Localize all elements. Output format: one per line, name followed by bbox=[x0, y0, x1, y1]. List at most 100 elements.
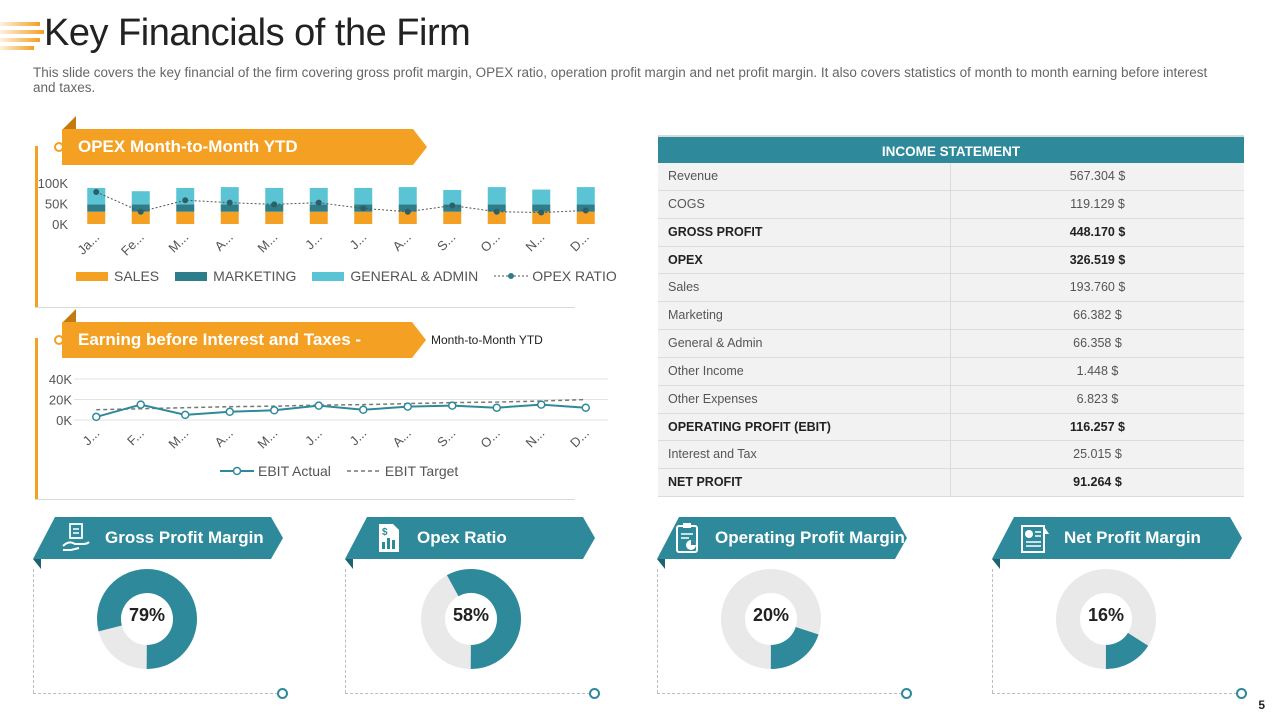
opex-x-tick: Fe... bbox=[118, 230, 147, 259]
legend-opex-ratio: OPEX RATIO bbox=[494, 268, 617, 284]
ebit-banner-dot bbox=[54, 335, 64, 345]
kpi-donut-value bbox=[421, 569, 521, 669]
kpi-banner-tab bbox=[345, 559, 353, 569]
kpi-percent: 79% bbox=[128, 605, 166, 625]
ebit-x-tick: D... bbox=[567, 426, 592, 451]
kpi-banner-tab bbox=[657, 559, 665, 569]
opex-x-tick: M... bbox=[254, 230, 280, 256]
ebit-banner-tab bbox=[62, 309, 76, 323]
kpi-donut bbox=[721, 569, 821, 669]
row-label: OPEX bbox=[658, 246, 951, 274]
ebit-actual-point bbox=[181, 410, 190, 420]
hand-money-icon bbox=[61, 522, 91, 554]
ebit-x-tick: N... bbox=[522, 426, 547, 451]
opex-banner-dot bbox=[54, 142, 64, 152]
opex-y-tick: 100K bbox=[38, 176, 69, 191]
ebit-legend: EBIT Actual EBIT Target bbox=[220, 463, 474, 479]
legend-ebit-target-label: EBIT Target bbox=[384, 463, 459, 479]
ebit-y-tick: 0K bbox=[56, 413, 72, 428]
kpi-card-operating-profit-margin: Operating Profit Margin 20% bbox=[657, 517, 917, 699]
opex-x-tick: A... bbox=[211, 230, 235, 254]
page-subtitle: This slide covers the key financial of t… bbox=[33, 65, 1208, 95]
opex-y-tick: 0K bbox=[52, 217, 68, 232]
dollar-chart-icon: $ bbox=[373, 522, 403, 554]
kpi-frame-horizontal bbox=[33, 693, 283, 694]
svg-text:$: $ bbox=[382, 527, 388, 538]
ebit-x-tick: M... bbox=[254, 426, 280, 452]
ebit-x-tick: O... bbox=[477, 426, 502, 451]
kpi-donut bbox=[1056, 569, 1156, 669]
kpi-donut bbox=[97, 569, 197, 669]
row-value: 116.257 $ bbox=[1070, 419, 1125, 434]
income-statement-row: GROSS PROFIT 448.170 $ bbox=[658, 218, 1244, 247]
ebit-x-tick: A... bbox=[389, 426, 413, 450]
ebit-actual-line bbox=[95, 403, 586, 418]
ebit-actual-point bbox=[92, 412, 101, 422]
kpi-card-gross-profit-margin: Gross Profit Margin 79% bbox=[33, 517, 293, 699]
opex-ratio-point bbox=[137, 208, 144, 215]
clipboard-chart-icon bbox=[673, 522, 703, 554]
ebit-banner: Earning before Interest and Taxes - bbox=[62, 322, 426, 358]
opex-bar-marketing bbox=[265, 204, 284, 212]
opex-bar-general-admin bbox=[220, 187, 239, 205]
presentation-icon bbox=[1020, 522, 1050, 554]
income-statement-rows: Revenue 567.304 $ COGS 119.129 $ GROSS PROFI… bbox=[658, 163, 1244, 498]
legend-general-admin-label: GENERAL & ADMIN bbox=[350, 268, 479, 284]
row-value: 193.760 $ bbox=[1069, 280, 1126, 295]
legend-ebit-target: EBIT Target bbox=[346, 463, 459, 479]
opex-bar-general-admin bbox=[265, 187, 284, 205]
ebit-actual-point bbox=[359, 405, 368, 414]
income-statement-row: Sales 193.760 $ bbox=[658, 274, 1244, 303]
opex-bar-sales bbox=[176, 211, 195, 224]
opex-ratio-point bbox=[582, 207, 589, 214]
opex-bar-sales bbox=[309, 211, 328, 224]
kpi-label: Gross Profit Margin bbox=[105, 528, 264, 547]
legend-sales-label: SALES bbox=[114, 268, 160, 284]
opex-x-tick: M... bbox=[165, 230, 191, 256]
kpi-frame-vertical bbox=[345, 569, 346, 693]
legend-marketing-label: MARKETING bbox=[213, 268, 297, 284]
opex-ratio-point bbox=[271, 201, 278, 208]
page-number: 5 bbox=[1258, 698, 1265, 712]
ebit-panel-bar bbox=[35, 338, 38, 500]
legend-opex-ratio-label: OPEX RATIO bbox=[532, 268, 617, 284]
page-title: Key Financials of the Firm bbox=[44, 12, 471, 54]
legend-ebit-actual-swatch bbox=[220, 466, 254, 476]
kpi-end-dot bbox=[277, 688, 288, 699]
ebit-actual-point bbox=[314, 401, 323, 410]
kpi-frame-vertical bbox=[33, 569, 34, 693]
row-label: OPERATING PROFIT (EBIT) bbox=[658, 413, 951, 441]
opex-bar-marketing bbox=[131, 204, 150, 212]
opex-chart: 100K 50K 0K Ja... Fe... M... A... M... J... J... A… bbox=[38, 176, 595, 259]
ebit-x-tick: J... bbox=[80, 426, 103, 449]
kpi-banner-tab bbox=[992, 559, 1000, 569]
kpi-banner bbox=[657, 517, 907, 559]
row-value: 66.382 $ bbox=[1073, 308, 1122, 323]
row-value: 1.448 $ bbox=[1076, 363, 1119, 378]
ebit-actual-point bbox=[270, 406, 279, 415]
opex-bar-general-admin bbox=[443, 189, 462, 205]
opex-panel-bar bbox=[35, 146, 38, 308]
kpi-card-net-profit-margin: Net Profit Margin 16% bbox=[992, 517, 1252, 699]
kpi-frame-vertical bbox=[992, 569, 993, 693]
ebit-x-tick: A... bbox=[211, 426, 235, 450]
income-statement-row: Other Expenses 6.823 $ bbox=[658, 385, 1244, 414]
opex-bar-general-admin bbox=[487, 187, 506, 205]
ebit-x-tick: J... bbox=[302, 426, 325, 449]
income-statement-row: OPEX 326.519 $ bbox=[658, 246, 1244, 275]
row-value: 448.170 $ bbox=[1069, 224, 1126, 239]
kpi-percent: 20% bbox=[752, 605, 790, 625]
opex-ratio-point bbox=[538, 209, 545, 216]
income-statement-row: OPERATING PROFIT (EBIT) 116.257 $ bbox=[658, 413, 1244, 442]
ebit-banner-suffix: Month-to-Month YTD bbox=[431, 333, 543, 347]
opex-x-tick: N... bbox=[522, 230, 547, 255]
opex-bar-marketing bbox=[532, 204, 551, 212]
row-value: 91.264 $ bbox=[1073, 475, 1122, 490]
opex-ratio-point bbox=[93, 189, 100, 196]
row-value: 25.015 $ bbox=[1073, 447, 1122, 462]
row-label: Revenue bbox=[658, 163, 951, 190]
title-accent-bars bbox=[0, 22, 44, 52]
row-label: COGS bbox=[658, 190, 951, 218]
kpi-donut bbox=[421, 569, 521, 669]
ebit-panel-rule bbox=[35, 499, 575, 500]
